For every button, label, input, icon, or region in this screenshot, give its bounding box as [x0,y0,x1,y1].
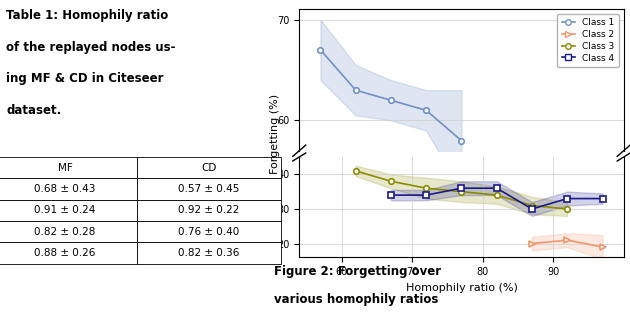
Text: of the replayed nodes us-: of the replayed nodes us- [6,41,176,54]
Class 4 [387,193,395,197]
Text: Table 1: Homophily ratio: Table 1: Homophily ratio [6,9,169,22]
Class 3 [423,186,430,190]
Class 2 [528,242,536,246]
Class 2 [598,245,606,249]
Line: Class 3: Class 3 [353,168,570,212]
Class 4 [598,197,606,200]
Class 3 [457,190,465,193]
Class 3 [352,169,360,173]
Class 3 [528,203,536,207]
Class 4 [528,207,536,211]
Class 3 [563,207,571,211]
Line: Class 4: Class 4 [388,185,605,212]
Class 3 [493,193,500,197]
Text: dataset.: dataset. [6,104,62,116]
Class 4 [563,197,571,200]
Text: Figure 2: Forgetting over: Figure 2: Forgetting over [274,265,441,278]
Class 2 [563,238,571,242]
Class 1 [317,48,324,52]
Line: Class 2: Class 2 [529,237,605,250]
Class 1 [387,98,395,102]
Class 4 [457,186,465,190]
Legend: Class 1, Class 2, Class 3, Class 4: Class 1, Class 2, Class 3, Class 4 [557,14,619,67]
Line: Class 1: Class 1 [318,47,464,143]
Class 1 [423,108,430,112]
Class 1 [352,88,360,92]
Text: ing MF & CD in Citeseer: ing MF & CD in Citeseer [6,72,164,85]
Class 4 [423,193,430,197]
Class 1 [457,139,465,143]
X-axis label: Homophily ratio (%): Homophily ratio (%) [406,283,517,293]
Text: various homophily ratios: various homophily ratios [274,293,438,306]
Class 3 [387,179,395,183]
Class 4 [493,186,500,190]
Text: Forgetting (%): Forgetting (%) [270,93,280,174]
